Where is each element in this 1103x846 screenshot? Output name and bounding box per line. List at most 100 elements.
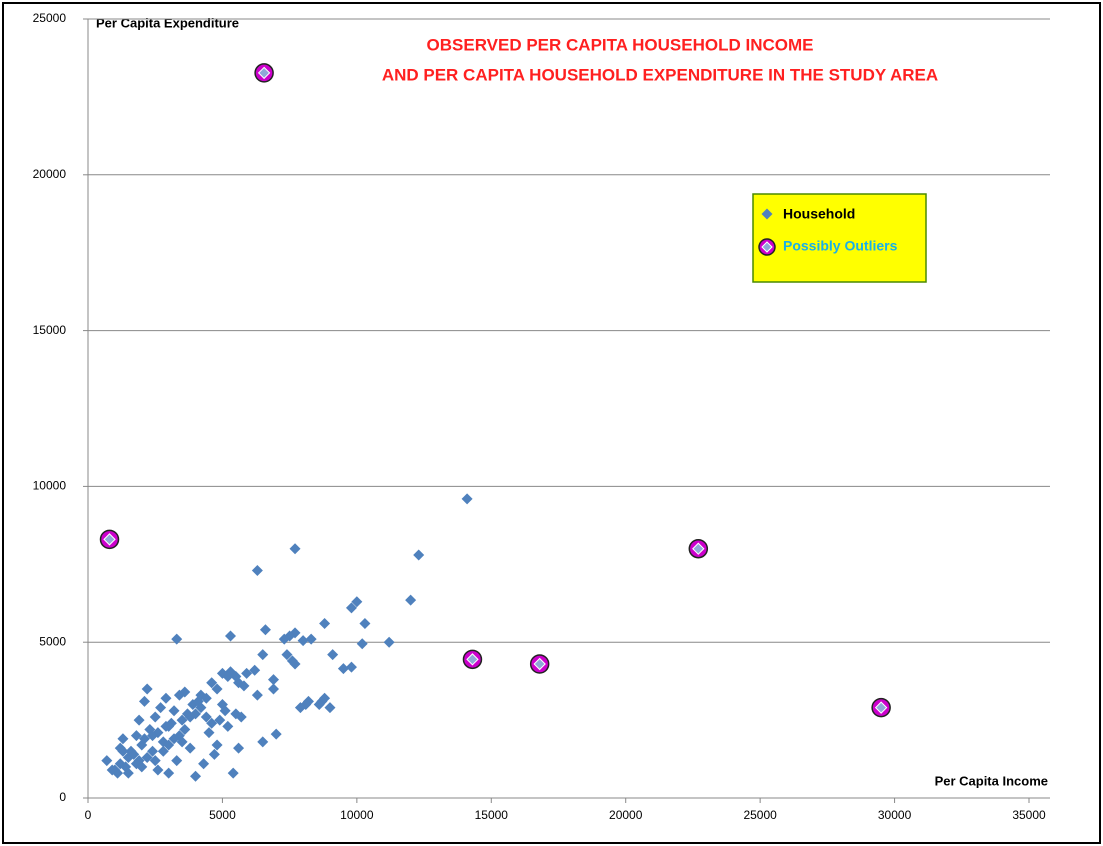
point [171,633,183,645]
title-line: AND PER CAPITA HOUSEHOLD EXPENDITURE IN … [382,65,938,84]
point [206,717,218,729]
point [222,720,234,732]
point [149,711,161,723]
y-tick-label: 0 [59,790,66,804]
title-line: OBSERVED PER CAPITA HOUSEHOLD INCOME [427,35,814,54]
point [294,702,306,714]
x-tick-label: 25000 [743,808,777,822]
point [203,727,215,739]
point [251,565,263,577]
point [405,594,417,606]
point [130,730,142,742]
point [233,742,245,754]
point [128,748,140,760]
point [200,711,212,723]
point [136,761,148,773]
outlier-inner [692,542,705,555]
point [313,699,325,711]
point [211,683,223,695]
point [133,714,145,726]
point [257,736,269,748]
point [319,618,331,630]
x-tick-label: 0 [85,808,92,822]
point [337,663,349,675]
y-tick-label: 20000 [33,167,67,181]
point [206,677,218,689]
point [149,755,161,767]
point [216,699,228,711]
legend-symbol [761,208,773,220]
x-tick-label: 15000 [475,808,509,822]
point [327,649,339,661]
point [297,635,309,647]
point [227,767,239,779]
outlier-inner [874,701,888,714]
legend-label: Household [783,206,855,222]
point [122,767,134,779]
x-tick-label: 5000 [209,808,236,822]
x-tick-label: 30000 [878,808,912,822]
point [319,692,331,704]
point [345,661,357,673]
point [461,493,473,505]
x-tick-label: 35000 [1012,808,1046,822]
point [270,728,282,740]
point [163,767,175,779]
x-tick-label: 10000 [340,808,374,822]
point [179,686,191,698]
outlier-inner [103,533,116,546]
point [155,702,167,714]
point [222,670,234,682]
point [152,764,164,776]
point [324,702,336,714]
point [138,733,150,745]
point [117,745,129,757]
point [214,714,226,726]
point [268,674,280,686]
outlier-inner [257,66,271,80]
point [230,708,242,720]
point [305,633,317,645]
point [351,596,363,608]
point [251,689,263,701]
point [200,692,212,704]
legend-box [752,193,927,283]
point [208,748,220,760]
point [190,708,202,720]
point [190,770,202,782]
point [160,692,172,704]
point [171,755,183,767]
point [249,664,261,676]
point [345,602,357,614]
point [184,742,196,754]
y-tick-label: 10000 [33,479,67,493]
point [141,683,153,695]
point [413,549,425,561]
point [147,745,159,757]
point [281,649,293,661]
point [278,633,290,645]
point [224,630,236,642]
point [359,618,371,630]
legend-symbol-inner [761,241,773,253]
point [259,624,271,636]
outlier-inner [533,657,546,671]
point [198,758,210,770]
point [141,751,153,763]
point [163,739,175,751]
point [117,733,129,745]
point [268,683,280,695]
point [138,695,150,707]
point [238,680,250,692]
point [168,705,180,717]
y-tick-label: 15000 [33,323,67,337]
point [179,723,191,735]
point [176,714,188,726]
y-axis-label: Per Capita Expenditure [96,15,239,30]
point [289,658,301,670]
point [211,739,223,751]
legend-label: Possibly Outliers [783,238,898,254]
